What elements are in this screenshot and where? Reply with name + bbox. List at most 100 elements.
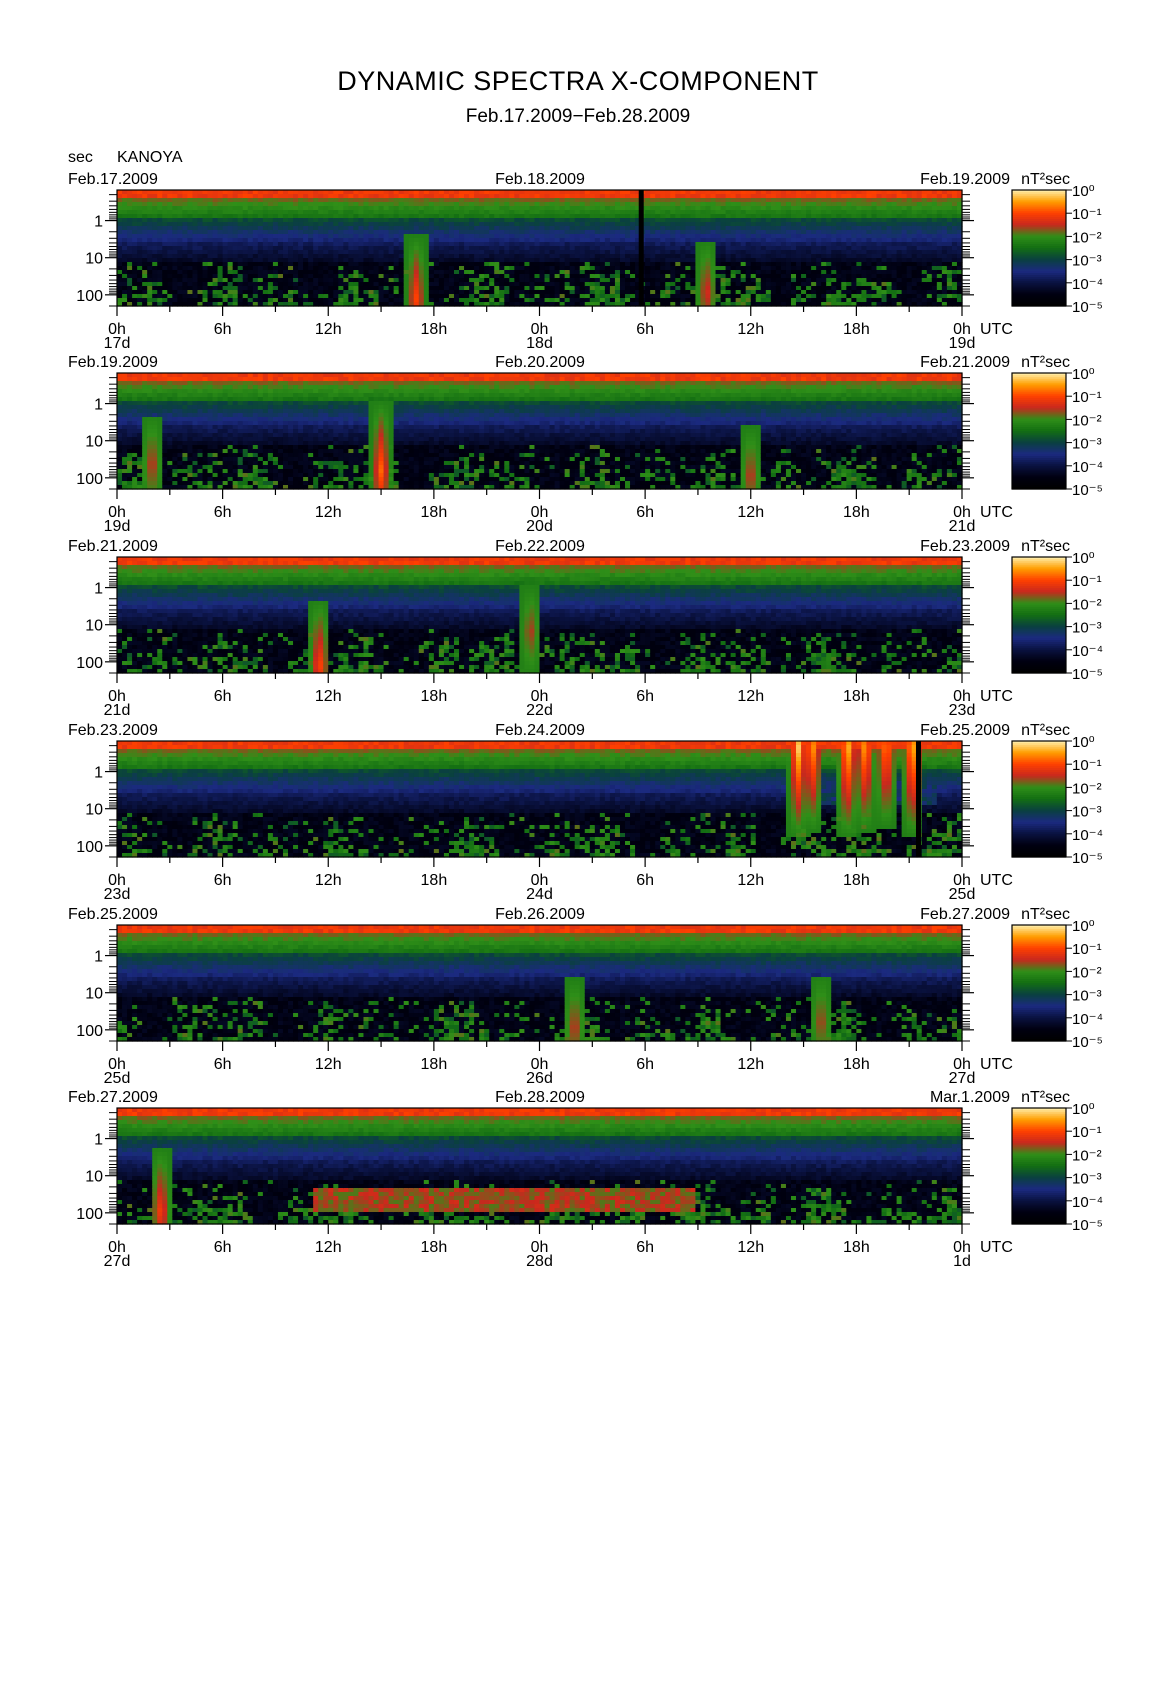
spectrogram-cell <box>258 214 264 219</box>
spectrogram-cell <box>132 234 138 239</box>
spectrogram-cell <box>243 222 249 227</box>
spectrogram-cell <box>459 266 465 271</box>
spectrogram-cell <box>600 274 606 279</box>
spectrogram-cell <box>363 230 369 235</box>
spectrogram-cell <box>137 246 143 251</box>
spectrogram-cell <box>514 282 520 287</box>
spectrogram-cell <box>263 254 269 259</box>
spectrogram-cell <box>444 210 450 215</box>
spectrogram-cell <box>494 238 500 243</box>
spectrogram-cell <box>187 270 193 275</box>
spectrogram-cell <box>504 222 510 227</box>
spectrogram-cell <box>278 210 284 215</box>
spectrogram-cell <box>399 238 405 243</box>
spectrogram-cell <box>218 282 224 287</box>
spectrogram-cell <box>197 258 203 263</box>
spectrogram-cell <box>509 202 515 207</box>
spectrogram-cell <box>233 258 239 263</box>
spectrogram-cell <box>605 190 611 195</box>
spectrogram-cell <box>514 238 520 243</box>
spectrogram-cell <box>580 254 586 259</box>
spectrogram-cell <box>534 266 540 271</box>
spectrogram-cell <box>278 286 284 291</box>
spectrogram-cell <box>469 274 475 279</box>
spectrogram-cell <box>570 274 576 279</box>
spectrogram-cell <box>157 254 163 259</box>
spectrogram-cell <box>509 294 515 299</box>
spectrogram-cell <box>419 214 425 219</box>
spectrogram-cell <box>494 286 500 291</box>
spectrogram-cell <box>203 290 209 295</box>
spectrogram-cell <box>122 254 128 259</box>
spectrogram-cell <box>409 258 415 263</box>
spectrogram-cell <box>177 278 183 283</box>
spectrogram-cell <box>283 266 289 271</box>
spectrogram-cell <box>580 202 586 207</box>
spectrogram-cell <box>444 298 450 303</box>
spectrogram-cell <box>263 270 269 275</box>
spectrogram-cell <box>218 194 224 199</box>
spectrogram-cell <box>172 262 178 267</box>
spectrogram-cell <box>343 190 349 195</box>
spectrogram-cell <box>368 190 374 195</box>
spectrogram-cell <box>494 282 500 287</box>
spectrogram-cell <box>122 278 128 283</box>
spectrogram-cell <box>399 278 405 283</box>
spectrogram-cell <box>308 254 314 259</box>
spectrogram-cell <box>278 270 284 275</box>
spectrogram-cell <box>288 230 294 235</box>
spectrogram-cell <box>605 198 611 203</box>
spectrogram-cell <box>484 222 490 227</box>
spectrogram-cell <box>142 290 148 295</box>
spectrogram-cell <box>213 230 219 235</box>
spectrogram-cell <box>213 222 219 227</box>
spectrogram-cell <box>268 286 274 291</box>
spectrogram-cell <box>489 238 495 243</box>
spectrogram-cell <box>353 294 359 299</box>
spectrogram-cell <box>610 238 616 243</box>
spectrogram-cell <box>318 226 324 231</box>
spectrogram-cell <box>293 246 299 251</box>
spectrogram-cell <box>524 274 530 279</box>
spectrogram-cell <box>384 266 390 271</box>
spectrogram-cell <box>253 298 259 303</box>
spectrogram-cell <box>167 194 173 199</box>
spectrogram-cell <box>228 226 234 231</box>
spectrogram-cell <box>494 278 500 283</box>
spectrogram-cell <box>570 262 576 267</box>
spectrogram-cell <box>394 226 400 231</box>
spectrogram-cell <box>615 258 621 263</box>
spectrogram-cell <box>142 190 148 195</box>
spectrogram-cell <box>585 234 591 239</box>
spectrogram-cell <box>243 286 249 291</box>
spectrogram-cell <box>524 214 530 219</box>
spectrogram-cell <box>429 226 435 231</box>
spectrogram-cell <box>348 234 354 239</box>
spectrogram-cell <box>575 234 581 239</box>
spectrogram-cell <box>514 278 520 283</box>
spectrogram-cell <box>534 278 540 283</box>
spectrogram-cell <box>550 246 556 251</box>
spectrogram-cell <box>414 274 420 279</box>
spectrogram-cell <box>348 258 354 263</box>
spectrogram-cell <box>439 274 445 279</box>
spectrogram-cell <box>595 206 601 211</box>
spectrogram-cell <box>459 270 465 275</box>
spectrogram-cell <box>665 218 671 223</box>
spectrogram-cell <box>394 250 400 255</box>
spectrogram-cell <box>197 206 203 211</box>
spectrogram-cell <box>474 190 480 195</box>
spectrogram-cell <box>127 270 133 275</box>
spectrogram-cell <box>162 214 168 219</box>
spectrogram-cell <box>414 290 420 295</box>
spectrogram-cell <box>263 218 269 223</box>
spectrogram-cell <box>172 218 178 223</box>
spectrogram-cell <box>248 246 254 251</box>
spectrogram-cell <box>348 210 354 215</box>
spectrogram-cell <box>665 242 671 247</box>
spectrogram-cell <box>273 246 279 251</box>
spectrogram-cell <box>484 290 490 295</box>
spectrogram-cell <box>132 286 138 291</box>
spectrogram-cell <box>268 242 274 247</box>
spectrogram-cell <box>394 190 400 195</box>
